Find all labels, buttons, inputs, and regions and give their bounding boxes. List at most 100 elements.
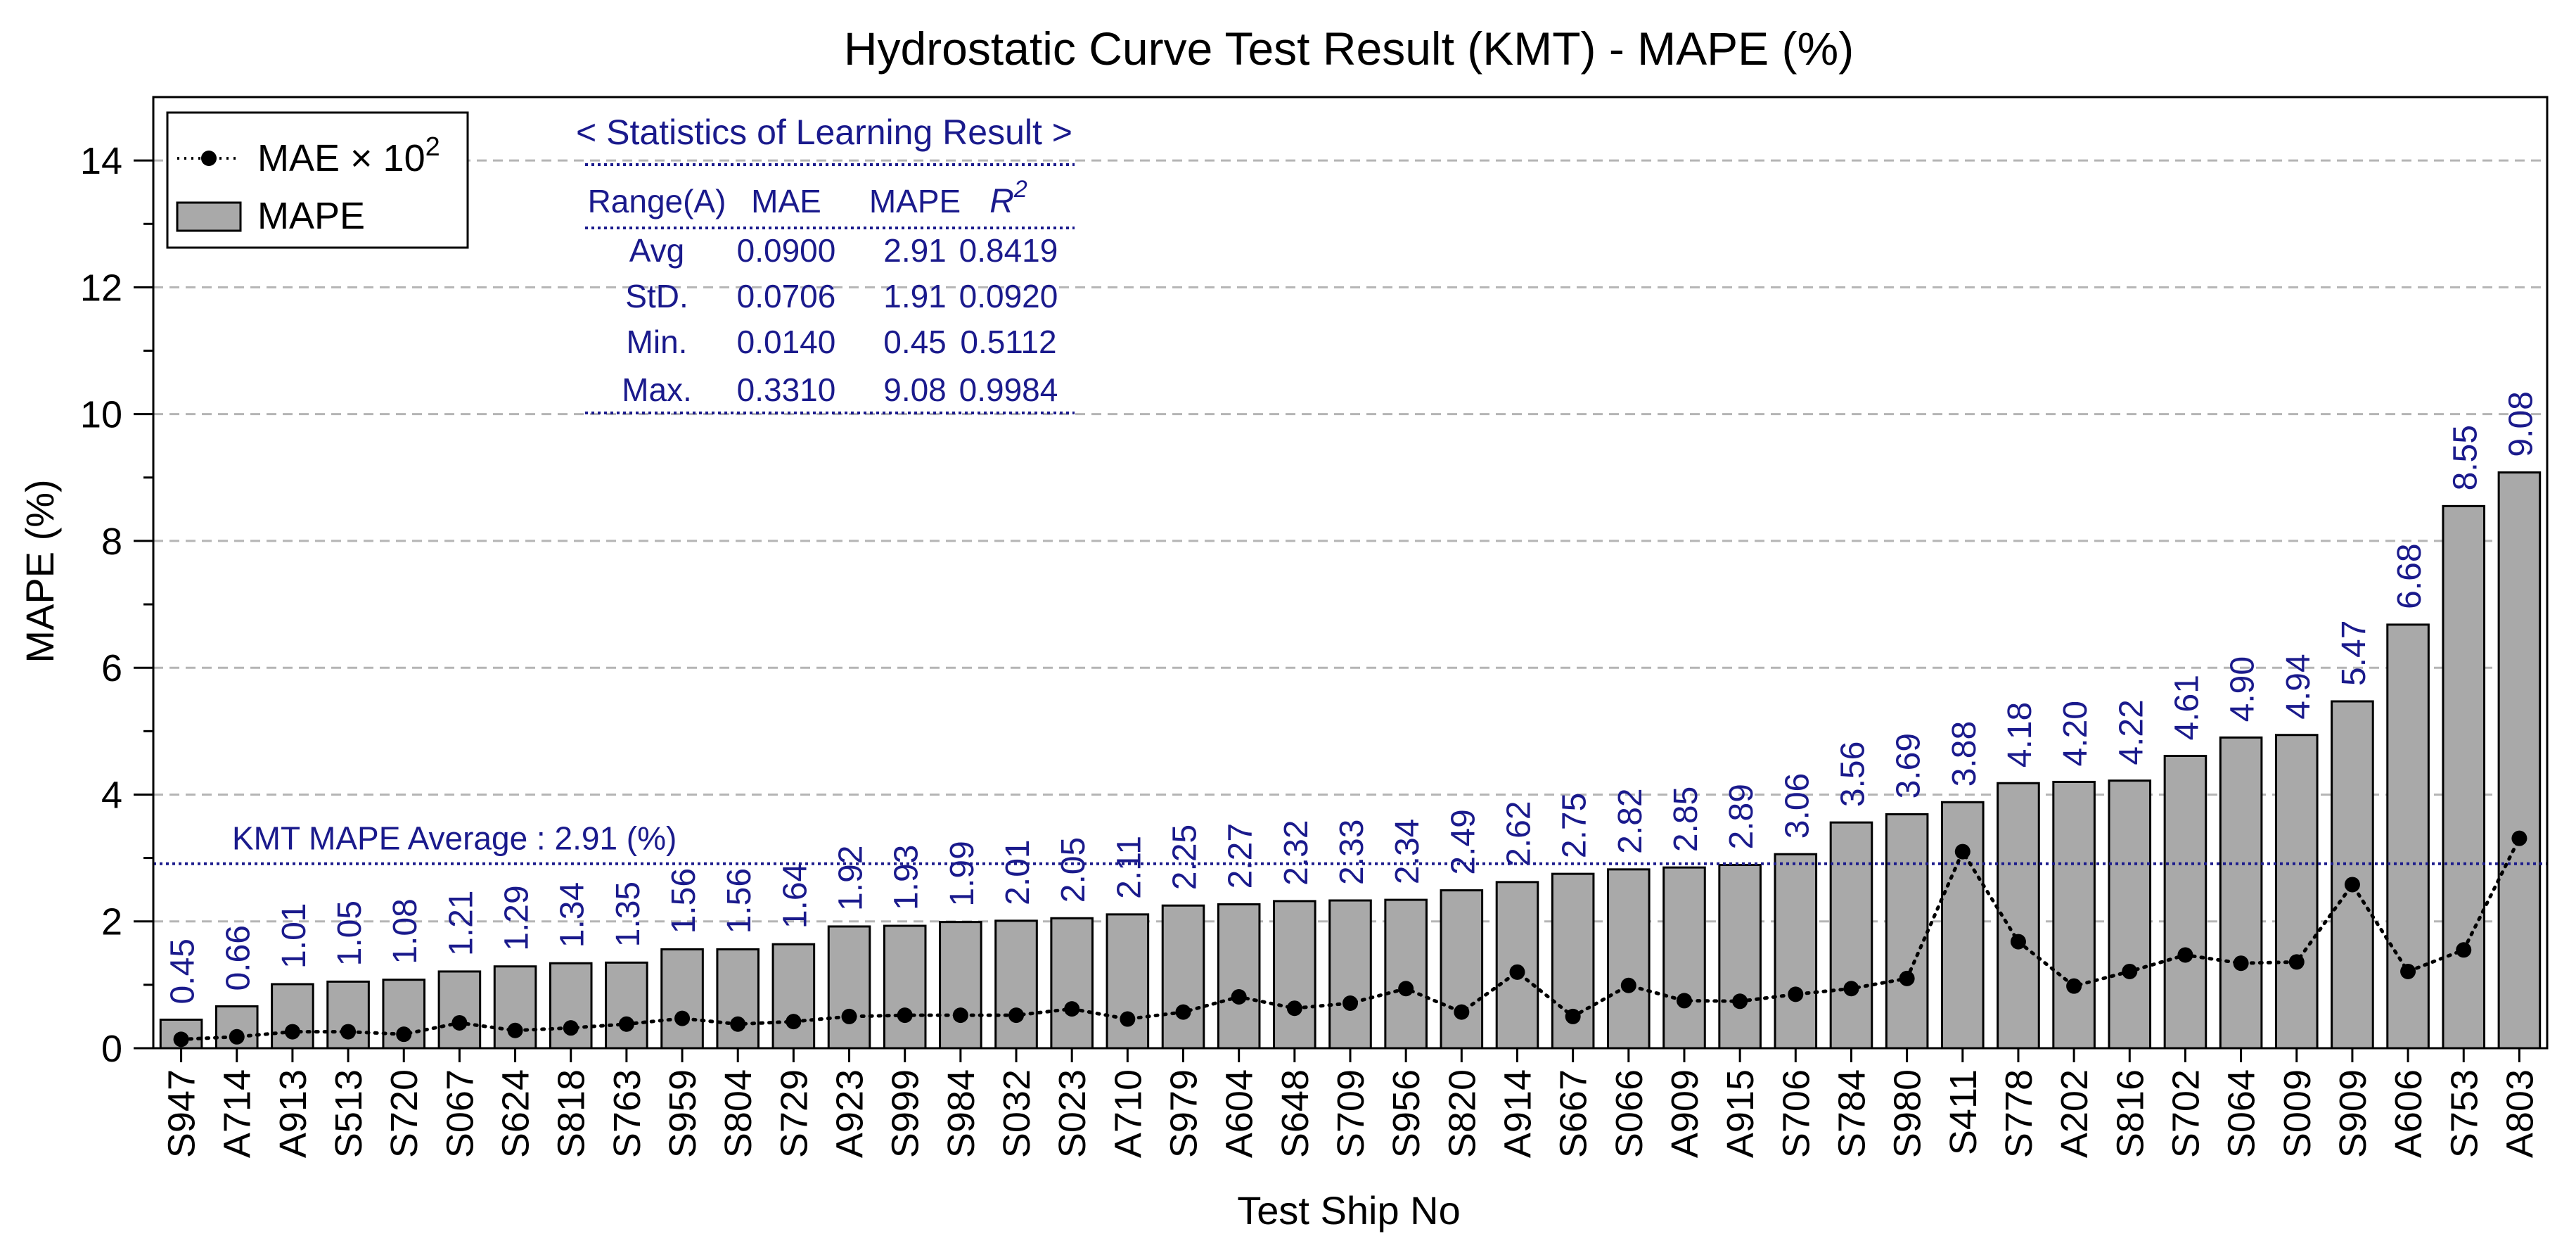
stats-table: < Statistics of Learning Result > Range(… bbox=[576, 113, 1075, 414]
stats-cell: 0.0706 bbox=[737, 278, 836, 314]
mae-point bbox=[2010, 934, 2026, 950]
bar-value-labels: 0.45 0.66 1.01 1.05 1.08 1.21 1.29 1.34 1.35 1.56… bbox=[165, 391, 2540, 1004]
mae-point bbox=[786, 1014, 802, 1030]
legend-mape-swatch bbox=[176, 201, 242, 232]
stats-header-range: Range(A) bbox=[588, 183, 726, 219]
bar-value-label: 1.64 bbox=[776, 863, 814, 929]
mape-bar bbox=[1885, 813, 1929, 1050]
x-tick-label: S753 bbox=[2443, 1069, 2485, 1158]
mape-bar bbox=[1050, 917, 1094, 1050]
x-tick-label: S720 bbox=[383, 1069, 425, 1158]
x-tick-label: S804 bbox=[717, 1069, 760, 1158]
stats-cell: 0.3310 bbox=[737, 371, 836, 408]
x-tick-label: S980 bbox=[1887, 1069, 1929, 1158]
x-tick-label: A909 bbox=[1664, 1069, 1706, 1158]
mape-bar bbox=[2219, 736, 2263, 1050]
mae-point bbox=[229, 1029, 245, 1045]
mape-bar bbox=[437, 970, 482, 1050]
bar-value-label: 2.27 bbox=[1222, 823, 1260, 889]
axes bbox=[134, 159, 2520, 1062]
mae-point bbox=[563, 1020, 579, 1036]
mae-point bbox=[1954, 843, 1971, 860]
mae-point bbox=[730, 1016, 746, 1032]
chart-title: Hydrostatic Curve Test Result (KMT) - MA… bbox=[844, 23, 1854, 75]
x-tick-label: S763 bbox=[606, 1069, 648, 1158]
bar-value-label: 6.68 bbox=[2391, 543, 2428, 609]
bar-value-label: 3.06 bbox=[1779, 773, 1816, 839]
mae-point bbox=[1899, 970, 1915, 986]
plot-frame bbox=[152, 96, 2549, 1050]
stats-cell: Max. bbox=[622, 371, 692, 408]
bar-value-label: 1.56 bbox=[721, 868, 758, 934]
stats-cell: 0.45 bbox=[883, 324, 947, 360]
average-line-group: KMT MAPE Average : 2.91 (%) bbox=[153, 820, 2547, 865]
stats-cell: 9.08 bbox=[883, 371, 947, 408]
mae-point bbox=[173, 1031, 189, 1048]
x-tick-label: A915 bbox=[1719, 1069, 1762, 1158]
bar-value-label: 2.05 bbox=[1055, 837, 1092, 903]
bar-value-label: 2.25 bbox=[1167, 824, 1204, 890]
bar-value-label: 2.33 bbox=[1333, 820, 1371, 885]
x-tick-label: A914 bbox=[1497, 1069, 1539, 1158]
bar-value-label: 0.66 bbox=[220, 925, 257, 991]
bar-value-label: 4.18 bbox=[2001, 702, 2039, 768]
x-tick-label: S067 bbox=[439, 1069, 481, 1158]
mae-point bbox=[1175, 1004, 1191, 1020]
bar-value-label: 1.29 bbox=[499, 885, 536, 950]
mape-bar bbox=[1997, 782, 2040, 1050]
bar-value-label: 4.90 bbox=[2224, 656, 2262, 722]
bar-value-label: 3.56 bbox=[1834, 741, 1871, 807]
y-tick-label: 0 bbox=[101, 1028, 122, 1070]
bar-value-label: 4.20 bbox=[2057, 701, 2094, 766]
mape-bar bbox=[883, 924, 927, 1050]
bar-value-label: 2.82 bbox=[1612, 788, 1649, 853]
x-tick-label: S032 bbox=[996, 1069, 1038, 1158]
stats-cell: 0.0920 bbox=[959, 278, 1058, 314]
bar-value-label: 0.45 bbox=[165, 938, 202, 1004]
mape-bar bbox=[1384, 898, 1428, 1050]
bar-value-label: 1.99 bbox=[944, 841, 981, 906]
mae-point bbox=[451, 1014, 468, 1031]
x-tick-label: S816 bbox=[2109, 1069, 2151, 1158]
mae-point bbox=[1565, 1008, 1581, 1024]
average-line-label: KMT MAPE Average : 2.91 (%) bbox=[232, 820, 677, 857]
stats-cell: 1.91 bbox=[883, 278, 947, 314]
mape-bar bbox=[1106, 913, 1150, 1050]
mae-point bbox=[1509, 964, 1525, 980]
stats-cell: 2.91 bbox=[883, 232, 947, 269]
x-axis-label: Test Ship No bbox=[1237, 1188, 1461, 1233]
bar-value-label: 1.08 bbox=[387, 898, 424, 964]
y-tick-labels: 0 2 4 6 8 10 12 14 bbox=[80, 140, 122, 1070]
mae-point bbox=[1788, 986, 1804, 1002]
mae-point bbox=[952, 1007, 968, 1024]
mape-bar bbox=[2163, 754, 2207, 1050]
mape-bar bbox=[1829, 821, 1873, 1050]
mape-bar bbox=[827, 925, 871, 1050]
x-tick-label: A710 bbox=[1107, 1069, 1149, 1158]
legend-mape-label: MAPE bbox=[257, 195, 365, 237]
bar-value-label: 2.75 bbox=[1556, 793, 1594, 858]
mae-point bbox=[674, 1010, 691, 1026]
x-tick-label: A913 bbox=[272, 1069, 314, 1158]
bar-value-label: 3.69 bbox=[1890, 733, 1928, 798]
legend-mae-marker bbox=[201, 151, 217, 166]
x-tick-label: S947 bbox=[161, 1069, 203, 1158]
mae-point bbox=[618, 1016, 634, 1032]
stats-cell: StD. bbox=[625, 278, 688, 314]
x-tick-label: S729 bbox=[773, 1069, 815, 1158]
mae-point bbox=[1286, 1000, 1302, 1017]
stats-table-title: < Statistics of Learning Result > bbox=[576, 113, 1072, 152]
y-tick-label: 14 bbox=[80, 140, 122, 182]
mape-bar bbox=[2386, 623, 2430, 1050]
bar-value-label: 2.89 bbox=[1723, 784, 1760, 849]
x-tick-label: S667 bbox=[1553, 1069, 1595, 1158]
x-tick-label: S818 bbox=[551, 1069, 593, 1158]
mae-point bbox=[1231, 988, 1247, 1005]
bar-value-label: 3.88 bbox=[1946, 721, 1983, 787]
bar-value-label: 4.94 bbox=[2280, 654, 2317, 719]
mape-bar bbox=[1718, 864, 1762, 1050]
mae-point bbox=[1676, 993, 1692, 1009]
mae-point bbox=[2400, 963, 2416, 979]
mae-point bbox=[1454, 1004, 1470, 1020]
